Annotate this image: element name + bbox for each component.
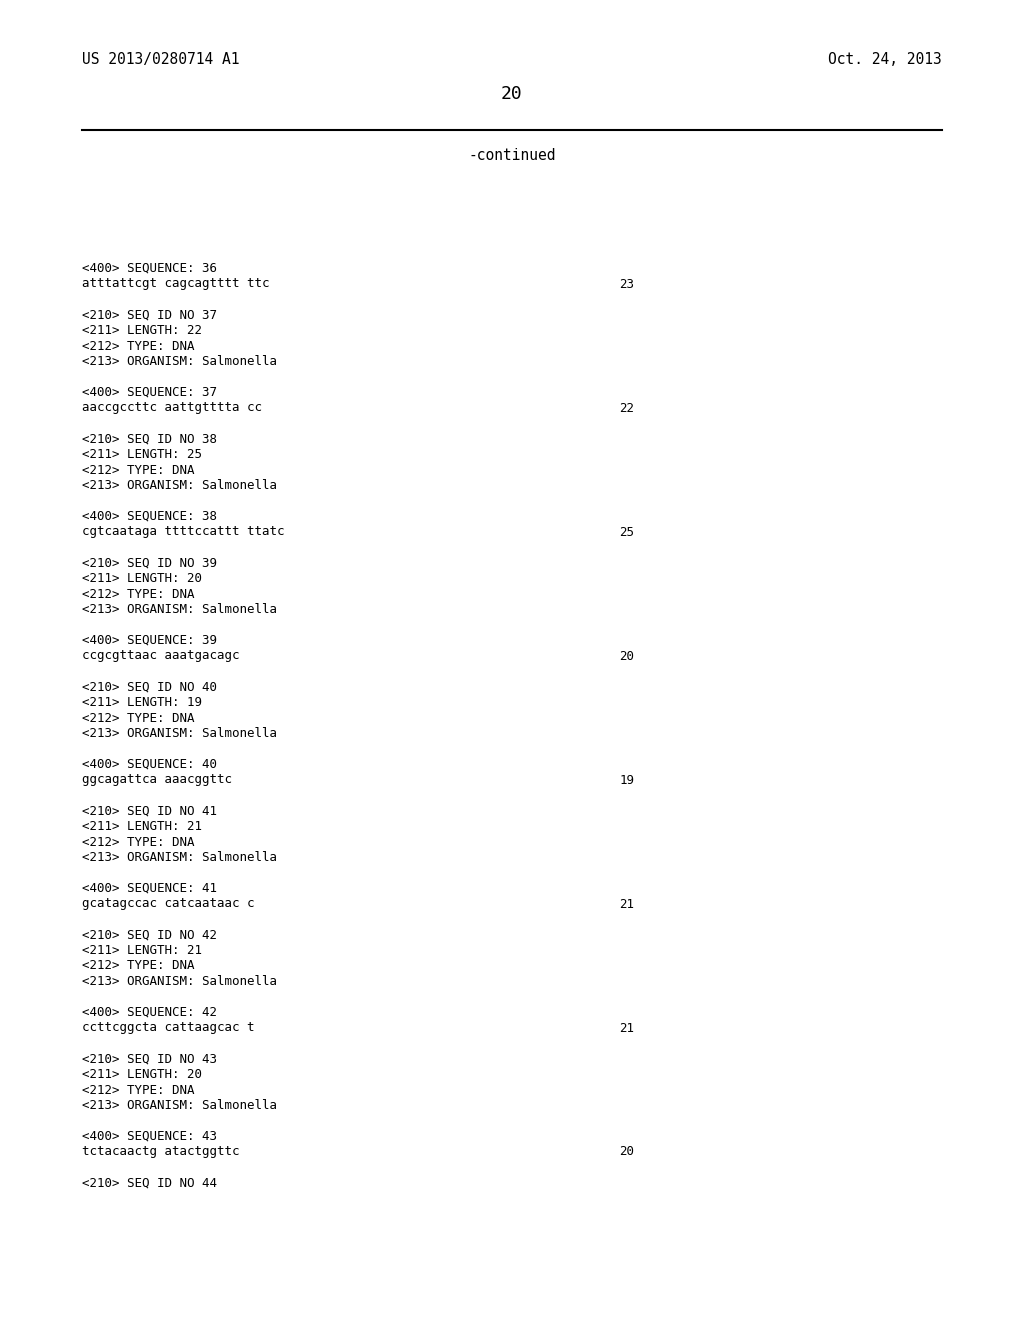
Text: 21: 21 — [620, 898, 635, 911]
Text: 21: 21 — [620, 1022, 635, 1035]
Text: ccttcggcta cattaagcac t: ccttcggcta cattaagcac t — [82, 1022, 255, 1035]
Text: <213> ORGANISM: Salmonella: <213> ORGANISM: Salmonella — [82, 975, 278, 987]
Text: <211> LENGTH: 21: <211> LENGTH: 21 — [82, 944, 202, 957]
Text: <211> LENGTH: 22: <211> LENGTH: 22 — [82, 323, 202, 337]
Text: <212> TYPE: DNA: <212> TYPE: DNA — [82, 587, 195, 601]
Text: <212> TYPE: DNA: <212> TYPE: DNA — [82, 339, 195, 352]
Text: atttattcgt cagcagtttt ttc: atttattcgt cagcagtttt ttc — [82, 277, 269, 290]
Text: <210> SEQ ID NO 38: <210> SEQ ID NO 38 — [82, 433, 217, 446]
Text: <211> LENGTH: 21: <211> LENGTH: 21 — [82, 820, 202, 833]
Text: <400> SEQUENCE: 43: <400> SEQUENCE: 43 — [82, 1130, 217, 1143]
Text: cgtcaataga ttttccattt ttatc: cgtcaataga ttttccattt ttatc — [82, 525, 285, 539]
Text: 22: 22 — [620, 401, 635, 414]
Text: 20: 20 — [501, 84, 523, 103]
Text: <210> SEQ ID NO 43: <210> SEQ ID NO 43 — [82, 1052, 217, 1065]
Text: <213> ORGANISM: Salmonella: <213> ORGANISM: Salmonella — [82, 727, 278, 741]
Text: <400> SEQUENCE: 36: <400> SEQUENCE: 36 — [82, 261, 217, 275]
Text: <210> SEQ ID NO 44: <210> SEQ ID NO 44 — [82, 1176, 217, 1189]
Text: <210> SEQ ID NO 39: <210> SEQ ID NO 39 — [82, 557, 217, 569]
Text: ccgcgttaac aaatgacagc: ccgcgttaac aaatgacagc — [82, 649, 240, 663]
Text: <400> SEQUENCE: 38: <400> SEQUENCE: 38 — [82, 510, 217, 523]
Text: 20: 20 — [620, 649, 635, 663]
Text: tctacaactg atactggttc: tctacaactg atactggttc — [82, 1146, 240, 1159]
Text: <210> SEQ ID NO 37: <210> SEQ ID NO 37 — [82, 309, 217, 322]
Text: <212> TYPE: DNA: <212> TYPE: DNA — [82, 711, 195, 725]
Text: 19: 19 — [620, 774, 635, 787]
Text: 25: 25 — [620, 525, 635, 539]
Text: <212> TYPE: DNA: <212> TYPE: DNA — [82, 1084, 195, 1097]
Text: <400> SEQUENCE: 40: <400> SEQUENCE: 40 — [82, 758, 217, 771]
Text: 23: 23 — [620, 277, 635, 290]
Text: <213> ORGANISM: Salmonella: <213> ORGANISM: Salmonella — [82, 603, 278, 616]
Text: <213> ORGANISM: Salmonella: <213> ORGANISM: Salmonella — [82, 479, 278, 492]
Text: <212> TYPE: DNA: <212> TYPE: DNA — [82, 463, 195, 477]
Text: gcatagccac catcaataac c: gcatagccac catcaataac c — [82, 898, 255, 911]
Text: <212> TYPE: DNA: <212> TYPE: DNA — [82, 836, 195, 849]
Text: <212> TYPE: DNA: <212> TYPE: DNA — [82, 960, 195, 973]
Text: <210> SEQ ID NO 40: <210> SEQ ID NO 40 — [82, 681, 217, 693]
Text: <210> SEQ ID NO 42: <210> SEQ ID NO 42 — [82, 928, 217, 941]
Text: Oct. 24, 2013: Oct. 24, 2013 — [828, 51, 942, 67]
Text: <211> LENGTH: 19: <211> LENGTH: 19 — [82, 696, 202, 709]
Text: 20: 20 — [620, 1146, 635, 1159]
Text: ggcagattca aaacggttc: ggcagattca aaacggttc — [82, 774, 232, 787]
Text: <400> SEQUENCE: 37: <400> SEQUENCE: 37 — [82, 385, 217, 399]
Text: <210> SEQ ID NO 41: <210> SEQ ID NO 41 — [82, 804, 217, 817]
Text: <400> SEQUENCE: 41: <400> SEQUENCE: 41 — [82, 882, 217, 895]
Text: US 2013/0280714 A1: US 2013/0280714 A1 — [82, 51, 240, 67]
Text: aaccgccttc aattgtttta cc: aaccgccttc aattgtttta cc — [82, 401, 262, 414]
Text: <400> SEQUENCE: 42: <400> SEQUENCE: 42 — [82, 1006, 217, 1019]
Text: <211> LENGTH: 25: <211> LENGTH: 25 — [82, 447, 202, 461]
Text: <213> ORGANISM: Salmonella: <213> ORGANISM: Salmonella — [82, 1100, 278, 1111]
Text: <211> LENGTH: 20: <211> LENGTH: 20 — [82, 572, 202, 585]
Text: -continued: -continued — [468, 148, 556, 162]
Text: <211> LENGTH: 20: <211> LENGTH: 20 — [82, 1068, 202, 1081]
Text: <400> SEQUENCE: 39: <400> SEQUENCE: 39 — [82, 634, 217, 647]
Text: <213> ORGANISM: Salmonella: <213> ORGANISM: Salmonella — [82, 355, 278, 368]
Text: <213> ORGANISM: Salmonella: <213> ORGANISM: Salmonella — [82, 851, 278, 865]
